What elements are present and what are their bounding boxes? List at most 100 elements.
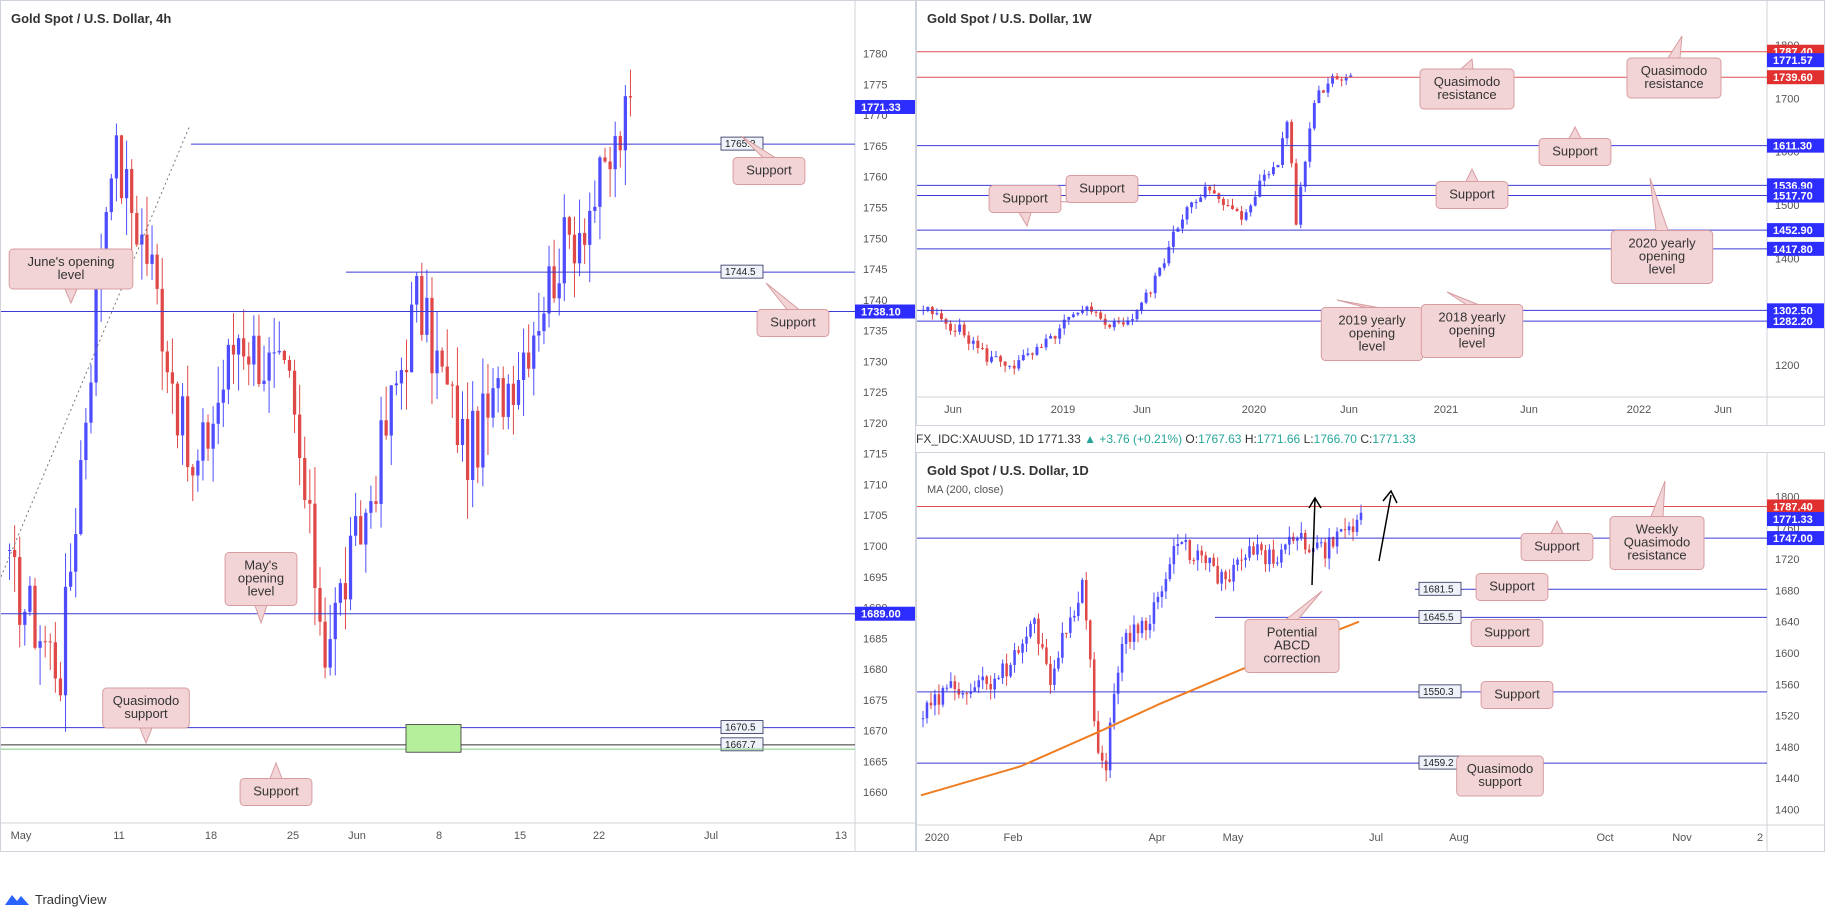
candle-body (1326, 83, 1330, 93)
candle-body (201, 422, 205, 461)
candle-body (404, 370, 409, 373)
tradingview-brand[interactable]: TradingView (4, 890, 107, 908)
level-label: 1459.2 (1418, 755, 1462, 770)
callout-2020-opening-pointer (1649, 177, 1669, 231)
candle-body (1094, 311, 1098, 313)
candle-body (623, 96, 627, 151)
candle-body (1212, 190, 1216, 194)
candle-body (455, 385, 460, 445)
x-tick-label: 2 (1757, 832, 1763, 844)
candle-body (1062, 319, 1066, 329)
candle-body (511, 383, 516, 405)
candle-body (1240, 559, 1243, 561)
price-change: +3.76 (+0.21%) (1099, 432, 1183, 446)
y-tick-label: 1720 (863, 418, 887, 430)
candle-body (1049, 336, 1053, 339)
candle-body (1300, 533, 1303, 539)
x-tick-label: 2019 (1051, 404, 1075, 416)
callout-june-opening-pointer (64, 288, 78, 305)
x-tick-label: Jun (348, 830, 366, 842)
candle-body (583, 232, 587, 245)
price-axis-label-text: 1771.33 (1773, 514, 1813, 526)
candle-body (262, 380, 266, 385)
candle-body (1144, 292, 1148, 303)
candle-body (170, 372, 175, 384)
price-axis-label: 1771.33 (1767, 512, 1824, 527)
candle-body (1323, 542, 1327, 559)
candle-body (985, 348, 989, 362)
candle-body (1162, 263, 1166, 268)
callout-support-1417: Support (1024, 175, 1139, 203)
candle-body (1156, 596, 1160, 603)
candle-body (343, 583, 348, 600)
price-axis-label: 1738.10 (855, 304, 915, 319)
price-axis-label: 1611.30 (1767, 138, 1824, 153)
candle-body (1221, 198, 1225, 206)
candle-body (430, 297, 434, 374)
chart-4h-panel[interactable]: Gold Spot / U.S. Dollar, 4h 1660 1665 1670 1… (0, 0, 916, 852)
candle-body (958, 324, 962, 332)
candle-body (313, 503, 317, 589)
x-tick-label: Jun (1520, 404, 1538, 416)
callout-weekly-qm-line: Quasimodo (1624, 535, 1690, 550)
callout-support-1536-box (1435, 181, 1509, 209)
candle-body (1069, 617, 1072, 633)
y-tick-label: 1740 (863, 295, 887, 307)
candles (7, 69, 633, 732)
candle-body (1312, 103, 1316, 129)
candle-body (1296, 538, 1299, 541)
x-tick-label: 13 (835, 830, 847, 842)
candle-body (1108, 324, 1112, 328)
candle-body (160, 288, 164, 352)
price-axis-label: 1452.90 (1767, 223, 1824, 238)
callout-support-1611-pointer (1568, 125, 1582, 139)
candle-body (1167, 246, 1171, 264)
candle-body (1126, 320, 1130, 325)
candle-body (328, 639, 332, 668)
chart-1d-panel[interactable]: Gold Spot / U.S. Dollar, 1D 1400 1440 1480 1… (916, 452, 1825, 852)
chart-1w[interactable]: Gold Spot / U.S. Dollar, 1W1200130014001… (917, 1, 1824, 425)
chart-4h[interactable]: Gold Spot / U.S. Dollar, 4h 1660 1665 1670 1… (1, 1, 915, 851)
callout-support-1765-line: Support (746, 163, 792, 178)
candle-body (1335, 531, 1339, 547)
level-label: 1681.5 (1418, 581, 1462, 596)
x-tick-label: Jul (704, 830, 718, 842)
candle-body (1235, 208, 1239, 212)
candle-body (1092, 659, 1096, 722)
candle-body (945, 687, 949, 689)
candle-body (1359, 512, 1363, 520)
y-tick-label: 1680 (1775, 585, 1799, 597)
price-axis-label-box (855, 606, 915, 621)
callout-weekly-qm-2-box (1626, 57, 1722, 99)
level-label: 1645.5 (1418, 610, 1462, 624)
last-price: 1771.33 (1037, 432, 1081, 446)
callout-support-1417-line: Support (1079, 181, 1125, 196)
candle-body (298, 414, 302, 459)
candle-body (1103, 318, 1107, 325)
candle-body (1158, 267, 1162, 276)
candle-body (1090, 306, 1093, 312)
candle-body (1281, 138, 1284, 165)
chart-1d[interactable]: Gold Spot / U.S. Dollar, 1D 1400 1440 1480 1… (917, 453, 1824, 851)
candle-body (247, 356, 251, 365)
x-tick-label: 18 (205, 830, 217, 842)
trend-line (1, 127, 190, 577)
chart-1w-panel[interactable]: Gold Spot / U.S. Dollar, 1W1200130014001… (916, 0, 1825, 426)
candle-body (206, 422, 210, 449)
open-label: O: (1185, 432, 1199, 446)
x-tick-label: May (11, 830, 32, 842)
callout-quasimodo-support-pointer (139, 727, 153, 745)
candle-body (277, 350, 281, 353)
candle-body (1184, 540, 1188, 543)
candle-body (941, 688, 945, 705)
x-tick-label: 2020 (1242, 404, 1266, 416)
candle-body (1041, 644, 1044, 648)
callout-support-1747: Support (1520, 519, 1594, 561)
candle-body (282, 350, 287, 361)
price-axis-label-box (1767, 223, 1824, 238)
y-tick-label: 1685 (863, 633, 887, 645)
price-axis-label-text: 1738.10 (861, 307, 901, 319)
candle-body (1288, 536, 1291, 545)
